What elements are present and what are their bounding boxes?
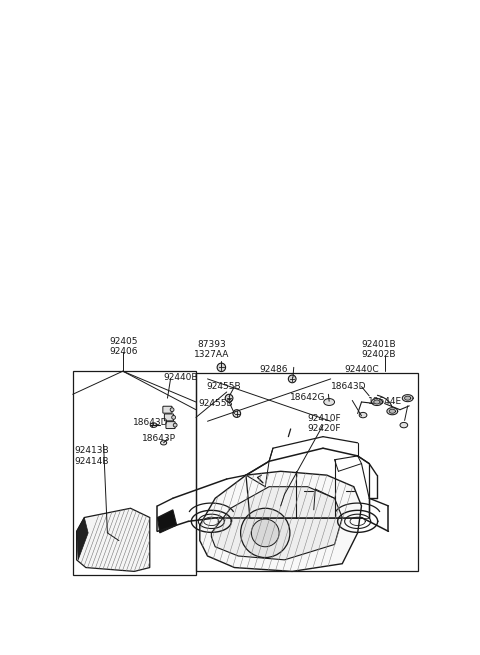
FancyBboxPatch shape <box>164 414 174 421</box>
Text: 18644E: 18644E <box>368 398 402 407</box>
Text: 92455B: 92455B <box>206 382 240 391</box>
Polygon shape <box>387 408 398 415</box>
Text: 92410F
92420F: 92410F 92420F <box>308 414 341 433</box>
FancyBboxPatch shape <box>166 422 175 428</box>
Polygon shape <box>211 487 342 560</box>
Polygon shape <box>157 510 177 533</box>
Circle shape <box>233 409 240 417</box>
Polygon shape <box>405 396 411 400</box>
Circle shape <box>252 519 279 547</box>
Text: 92401B
92402B: 92401B 92402B <box>361 340 396 360</box>
Ellipse shape <box>160 441 167 445</box>
Polygon shape <box>77 508 150 571</box>
Circle shape <box>173 423 177 427</box>
Circle shape <box>225 394 233 402</box>
Text: 18643D: 18643D <box>133 417 168 426</box>
Polygon shape <box>374 400 380 404</box>
Circle shape <box>172 415 176 419</box>
Circle shape <box>288 375 296 383</box>
Text: 92413B
92414B: 92413B 92414B <box>74 446 109 466</box>
Ellipse shape <box>400 422 408 428</box>
Text: 92440B: 92440B <box>164 373 198 382</box>
Polygon shape <box>77 517 88 560</box>
Circle shape <box>170 408 174 411</box>
Polygon shape <box>372 398 382 405</box>
FancyBboxPatch shape <box>163 406 172 413</box>
Text: 18643D: 18643D <box>331 382 366 391</box>
Text: 92486: 92486 <box>260 365 288 374</box>
Polygon shape <box>200 472 361 571</box>
Ellipse shape <box>324 398 335 405</box>
Text: 92455B: 92455B <box>198 399 233 408</box>
Text: 18642G: 18642G <box>290 393 325 402</box>
Text: 92405
92406: 92405 92406 <box>109 337 137 356</box>
Text: 92440C: 92440C <box>345 365 379 374</box>
Ellipse shape <box>150 422 157 428</box>
Ellipse shape <box>359 413 367 418</box>
Text: 87393
1327AA: 87393 1327AA <box>193 340 229 360</box>
Polygon shape <box>402 395 413 402</box>
Circle shape <box>240 508 290 557</box>
Polygon shape <box>389 409 396 413</box>
Circle shape <box>217 363 226 371</box>
Text: 18643P: 18643P <box>142 434 176 443</box>
